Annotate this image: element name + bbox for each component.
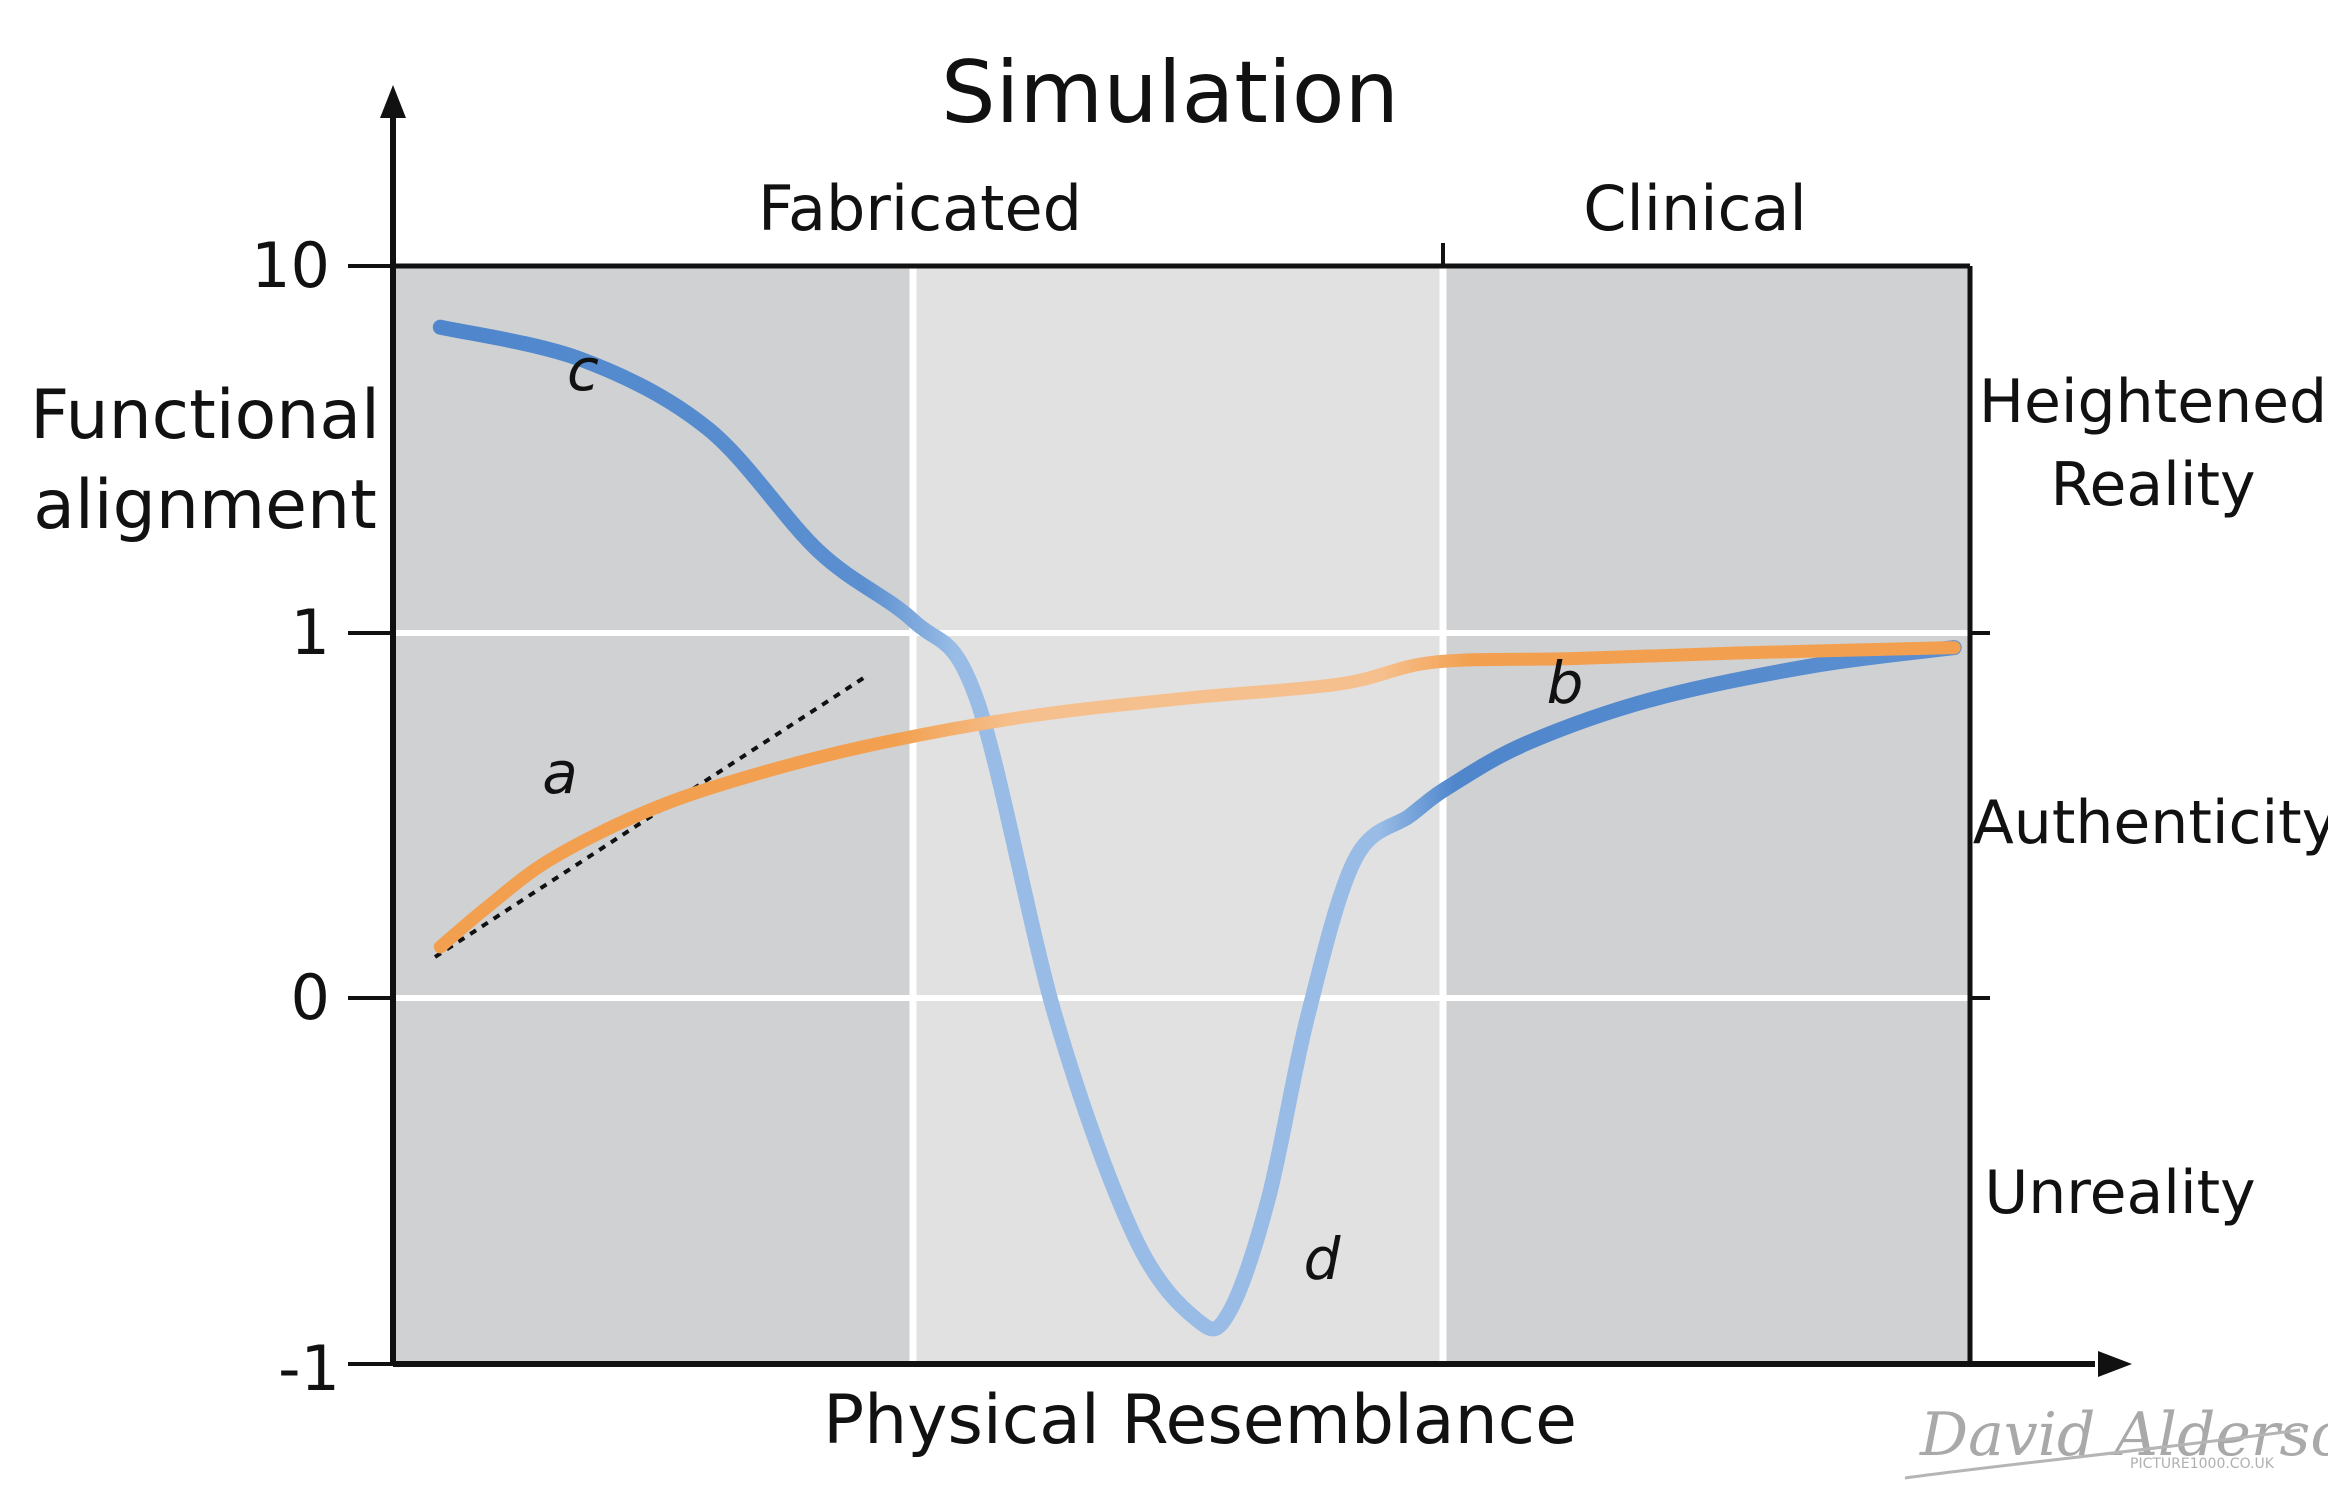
region-label-fabricated: Fabricated [758, 172, 1082, 245]
y-tick-label-1: 1 [291, 596, 330, 669]
y-axis-label: Functional alignment [30, 376, 380, 545]
band-label-heightened-reality: Heightened Reality [1979, 367, 2327, 520]
y-tick-label-10: 10 [251, 229, 330, 302]
x-axis-arrow [2098, 1351, 2132, 1377]
x-axis-label: Physical Resemblance [823, 1381, 1577, 1460]
signature-subtext: PICTURE1000.CO.UK [2130, 1456, 2275, 1472]
curve-label-c: c [567, 336, 599, 404]
panel-middle [913, 266, 1443, 1364]
tangent-line [433, 675, 867, 959]
chart-title: Simulation [941, 43, 1399, 143]
y-tick-label-0: 0 [291, 961, 330, 1034]
y-axis-arrow [380, 85, 406, 118]
curve-label-a: a [542, 739, 578, 807]
band-label-authenticity: Authenticity [1973, 788, 2328, 858]
signature-watermark: David Alderson PICTURE1000.CO.UK [1904, 1400, 2328, 1480]
region-label-clinical: Clinical [1583, 172, 1807, 245]
series-line-blue [432, 319, 1962, 1337]
y-tick-label-neg1: -1 [278, 1332, 340, 1405]
band-label-unreality: Unreality [1984, 1158, 2255, 1228]
curve-label-d: d [1304, 1225, 1342, 1293]
curve-label-b: b [1547, 649, 1584, 717]
series-line-orange [433, 641, 1961, 954]
panel-right [1443, 266, 1970, 1364]
y-tick-marks [348, 264, 393, 1366]
signature-flourish [1904, 1428, 2301, 1480]
